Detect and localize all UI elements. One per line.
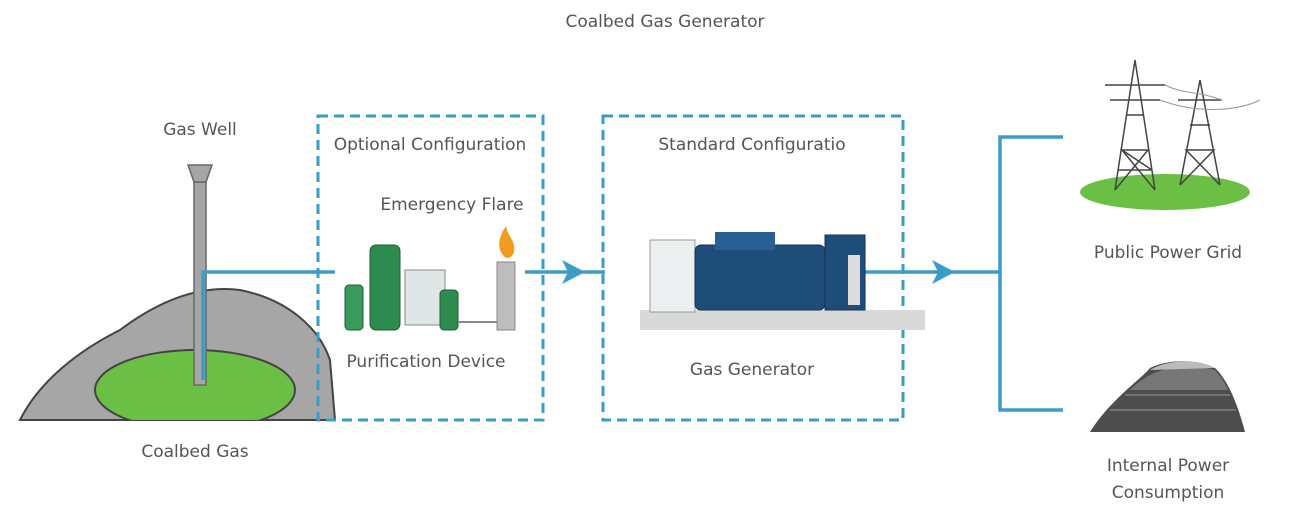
flow-line xyxy=(203,137,1063,410)
purification-device xyxy=(345,245,498,330)
node-label: Internal Power xyxy=(1107,456,1229,476)
node-label: Public Power Grid xyxy=(1094,243,1242,263)
diagram: Coalbed Gas Generator Gas Well Coalbed G… xyxy=(0,0,1300,505)
node-label: Consumption xyxy=(1112,483,1225,503)
internal-mound xyxy=(1090,361,1245,432)
node-label: Coalbed Gas xyxy=(141,442,248,462)
node-label: Purification Device xyxy=(346,352,505,372)
group-label: Standard Configuratio xyxy=(658,135,845,155)
node-label: Gas Well xyxy=(163,120,237,140)
emergency-flare xyxy=(497,226,515,330)
coalbed-mound xyxy=(20,289,335,430)
gas-generator xyxy=(640,232,925,330)
node-label: Emergency Flare xyxy=(380,195,523,215)
power-grid xyxy=(1080,60,1260,210)
title: Coalbed Gas Generator xyxy=(565,12,764,32)
group-label: Optional Configuration xyxy=(334,135,527,155)
node-label: Gas Generator xyxy=(690,360,814,380)
